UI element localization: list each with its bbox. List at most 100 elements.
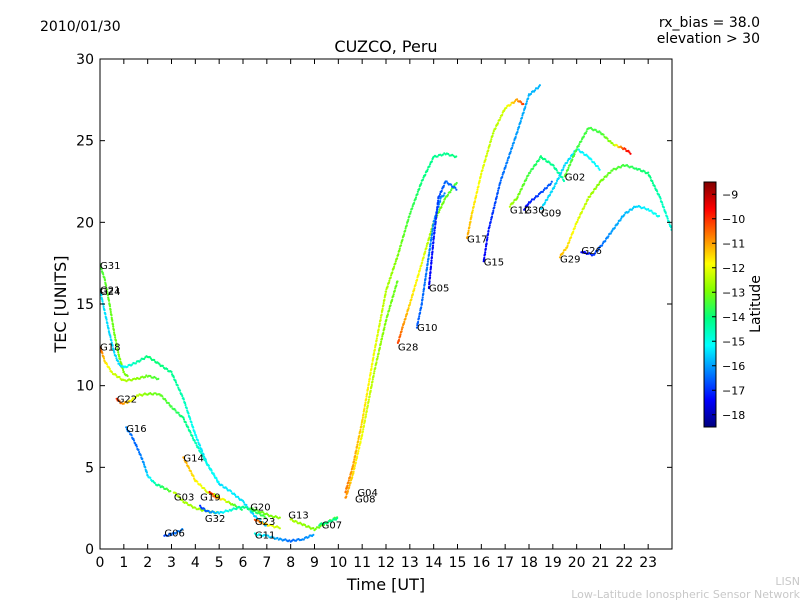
series-point bbox=[452, 154, 455, 157]
series-point bbox=[115, 374, 118, 377]
series-point bbox=[252, 512, 255, 516]
series-point bbox=[314, 527, 317, 531]
series-point bbox=[398, 249, 401, 252]
series-point bbox=[647, 171, 650, 174]
series-point bbox=[194, 506, 197, 509]
series-point bbox=[138, 451, 141, 454]
series-point bbox=[421, 298, 424, 301]
elevation-label: elevation > 30 bbox=[657, 31, 760, 47]
series-point bbox=[357, 450, 360, 453]
series-point bbox=[436, 155, 439, 158]
series-point bbox=[118, 355, 121, 358]
series-point bbox=[378, 346, 381, 349]
series-point bbox=[428, 236, 431, 239]
x-tick-label: 11 bbox=[353, 555, 371, 571]
x-tick-label: 15 bbox=[449, 555, 467, 571]
series-point bbox=[178, 496, 181, 499]
series-point bbox=[550, 180, 553, 183]
series-point bbox=[364, 415, 367, 418]
series-point bbox=[369, 371, 372, 374]
series-point bbox=[166, 488, 169, 491]
series-point bbox=[189, 470, 192, 473]
colorbar-tick-label: −12 bbox=[722, 262, 745, 275]
series-point bbox=[501, 113, 504, 116]
series-point bbox=[432, 236, 435, 240]
series-point bbox=[365, 410, 368, 413]
series-point bbox=[435, 214, 438, 217]
series-point bbox=[107, 327, 110, 330]
series-point bbox=[188, 416, 191, 419]
series-point bbox=[126, 365, 129, 368]
series-point bbox=[204, 459, 207, 463]
series-point bbox=[536, 195, 540, 198]
series-point bbox=[544, 158, 547, 161]
series-point bbox=[430, 261, 433, 264]
series-point bbox=[528, 171, 531, 175]
series-point bbox=[414, 281, 418, 284]
series-point bbox=[485, 242, 488, 245]
series-point bbox=[302, 538, 305, 541]
series-point bbox=[114, 354, 117, 358]
series-point bbox=[103, 276, 106, 279]
series-point bbox=[468, 223, 471, 226]
series-point bbox=[100, 267, 103, 271]
series-point bbox=[197, 441, 200, 444]
series-point bbox=[566, 168, 570, 171]
series-point bbox=[476, 190, 479, 193]
series-point bbox=[377, 352, 380, 355]
series-point bbox=[428, 253, 431, 256]
series-point bbox=[197, 447, 200, 450]
series-point bbox=[112, 325, 115, 328]
series-point bbox=[468, 226, 471, 229]
series-point bbox=[371, 359, 374, 362]
series-point bbox=[613, 226, 616, 229]
series-point bbox=[137, 448, 140, 451]
series-point bbox=[369, 389, 372, 392]
series-point bbox=[494, 200, 497, 204]
series-point bbox=[416, 193, 419, 196]
series-G30 bbox=[523, 180, 553, 211]
series-point bbox=[191, 437, 194, 440]
series-point bbox=[514, 135, 517, 139]
series-point bbox=[370, 383, 373, 387]
series-point bbox=[573, 227, 576, 230]
series-point bbox=[421, 261, 424, 264]
series-point bbox=[370, 385, 373, 388]
series-point bbox=[194, 434, 197, 437]
series-point bbox=[112, 328, 115, 332]
series-point bbox=[649, 176, 652, 179]
series-point bbox=[195, 444, 198, 447]
series-point bbox=[394, 262, 397, 265]
series-G09 bbox=[539, 148, 601, 210]
series-point bbox=[356, 455, 359, 458]
series-point bbox=[516, 130, 519, 134]
series-point bbox=[386, 313, 389, 316]
series-point bbox=[424, 277, 427, 280]
series-point bbox=[654, 212, 657, 215]
series-point bbox=[433, 231, 436, 234]
series-point bbox=[435, 208, 439, 211]
series-point bbox=[187, 412, 190, 415]
series-point bbox=[430, 259, 433, 262]
series-point bbox=[203, 487, 206, 490]
series-point bbox=[392, 293, 395, 296]
series-point bbox=[562, 251, 565, 254]
series-G15 bbox=[482, 84, 542, 263]
series-point bbox=[429, 271, 432, 274]
series-point bbox=[125, 426, 128, 429]
series-point bbox=[417, 273, 420, 276]
colorbar-tick-label: −14 bbox=[722, 311, 745, 324]
satellite-label: G29 bbox=[560, 254, 580, 265]
series-point bbox=[182, 398, 185, 401]
series-point bbox=[177, 411, 180, 414]
series-point bbox=[185, 423, 188, 426]
series-point bbox=[623, 213, 626, 216]
series-point bbox=[438, 208, 441, 212]
series-point bbox=[189, 431, 192, 434]
series-point bbox=[429, 245, 432, 248]
series-point bbox=[196, 439, 199, 442]
series-point bbox=[385, 318, 388, 321]
series-point bbox=[106, 324, 109, 327]
series-point bbox=[359, 440, 362, 444]
series-point bbox=[312, 527, 315, 530]
